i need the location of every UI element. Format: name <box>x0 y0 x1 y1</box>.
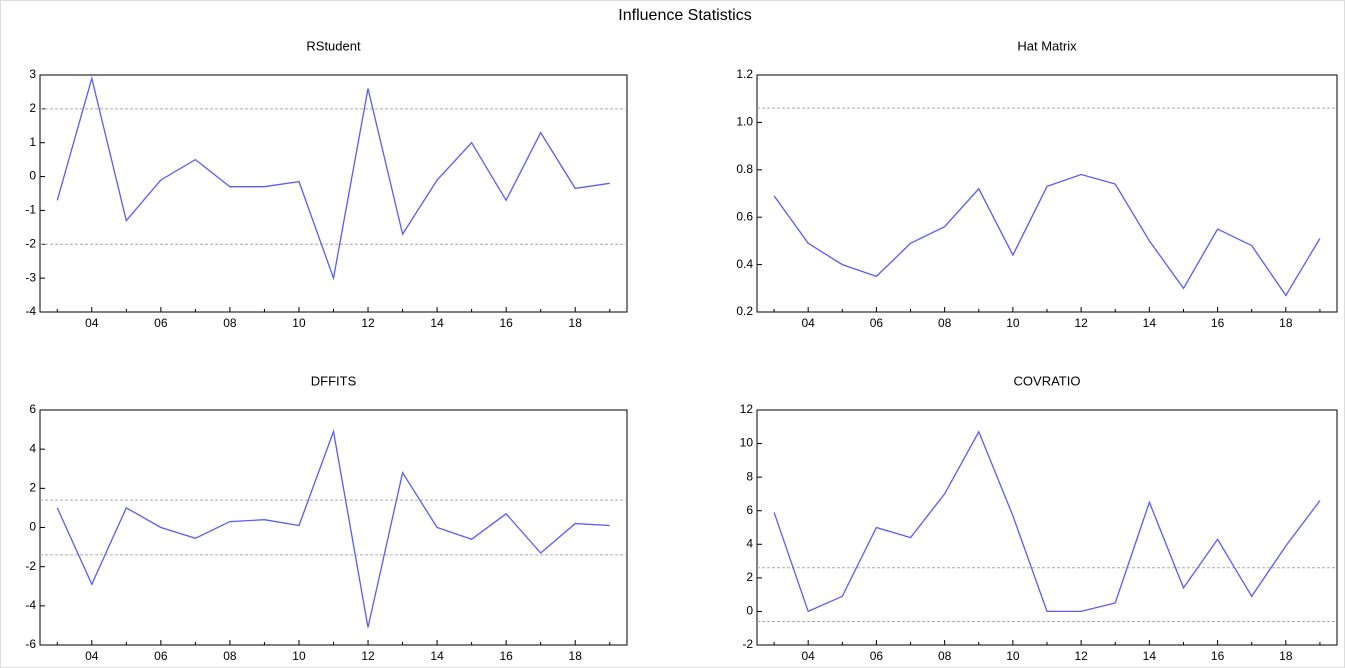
x-tick-label: 16 <box>499 316 513 330</box>
x-tick-label: 12 <box>1074 316 1088 330</box>
y-tick-label: -2 <box>25 236 36 250</box>
x-tick-label: 08 <box>223 649 237 663</box>
x-tick-label: 12 <box>1074 649 1088 663</box>
data-line <box>56 429 610 628</box>
x-tick-label: 12 <box>361 316 375 330</box>
x-tick-label: 16 <box>1211 316 1225 330</box>
x-tick-label: 08 <box>938 649 952 663</box>
y-tick-label: 3 <box>29 67 36 81</box>
y-tick-label: -4 <box>25 304 36 318</box>
panel-title: DFFITS <box>311 373 357 388</box>
x-tick-label: 10 <box>292 649 306 663</box>
y-tick-label: 0.6 <box>736 209 753 223</box>
x-tick-label: 18 <box>569 316 583 330</box>
x-tick-label: 10 <box>1006 316 1020 330</box>
x-tick-label: 18 <box>1279 316 1293 330</box>
x-tick-label: 04 <box>85 649 99 663</box>
x-tick-label: 14 <box>430 316 444 330</box>
x-tick-label: 18 <box>1279 649 1293 663</box>
y-tick-label: 1 <box>29 135 36 149</box>
y-tick-label: 0 <box>29 520 36 534</box>
x-tick-label: 16 <box>499 649 513 663</box>
y-tick-label: 6 <box>29 402 36 416</box>
x-tick-label: 06 <box>154 649 168 663</box>
x-tick-label: 06 <box>870 649 884 663</box>
y-tick-label: 2 <box>29 101 36 115</box>
x-tick-label: 04 <box>801 649 815 663</box>
y-tick-label: -3 <box>25 270 36 284</box>
y-tick-label: 0.8 <box>736 162 753 176</box>
y-tick-label: 0 <box>746 604 753 618</box>
y-tick-label: 10 <box>740 436 754 450</box>
y-tick-label: -1 <box>25 203 36 217</box>
y-tick-label: 4 <box>746 536 753 550</box>
x-tick-label: 16 <box>1211 649 1225 663</box>
y-tick-label: 0.4 <box>736 257 753 271</box>
x-tick-label: 12 <box>361 649 375 663</box>
y-tick-label: 1.0 <box>736 115 753 129</box>
x-tick-label: 10 <box>292 316 306 330</box>
panel-title: RStudent <box>306 38 361 53</box>
y-tick-label: 4 <box>29 441 36 455</box>
panel-title: Hat Matrix <box>1017 38 1077 53</box>
y-tick-label: 6 <box>746 503 753 517</box>
x-tick-label: 08 <box>938 316 952 330</box>
data-line <box>773 173 1321 297</box>
x-tick-label: 06 <box>154 316 168 330</box>
y-tick-label: 2 <box>746 570 753 584</box>
x-tick-label: 14 <box>1143 649 1157 663</box>
y-tick-label: -2 <box>742 637 753 651</box>
x-tick-label: 18 <box>569 649 583 663</box>
x-tick-label: 06 <box>870 316 884 330</box>
plot-frame <box>39 409 628 646</box>
x-tick-label: 14 <box>1143 316 1157 330</box>
data-line <box>56 75 610 281</box>
y-tick-label: -6 <box>25 637 36 651</box>
y-tick-label: -2 <box>25 559 36 573</box>
data-line <box>773 430 1321 613</box>
figure-title: Influence Statistics <box>618 7 751 24</box>
y-tick-label: 8 <box>746 469 753 483</box>
y-tick-label: 12 <box>740 402 754 416</box>
plot-frame <box>756 74 1338 313</box>
x-tick-label: 04 <box>801 316 815 330</box>
x-tick-label: 04 <box>85 316 99 330</box>
y-tick-label: 1.2 <box>736 67 753 81</box>
y-tick-label: 2 <box>29 481 36 495</box>
y-tick-label: 0.2 <box>736 304 753 318</box>
x-tick-label: 10 <box>1006 649 1020 663</box>
x-tick-label: 14 <box>430 649 444 663</box>
y-tick-label: -4 <box>25 598 36 612</box>
y-tick-label: 0 <box>29 169 36 183</box>
panel-title: COVRATIO <box>1014 373 1081 388</box>
x-tick-label: 08 <box>223 316 237 330</box>
